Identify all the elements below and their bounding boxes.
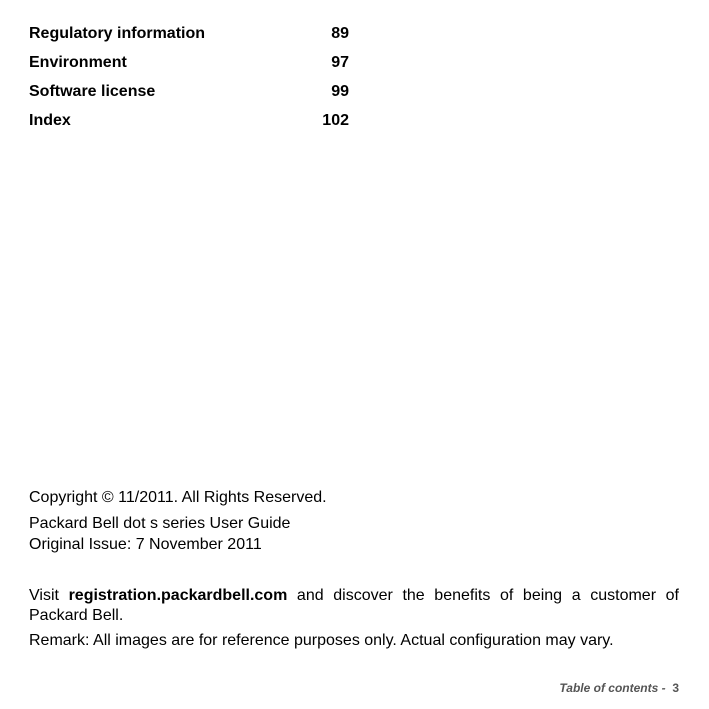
original-issue: Original Issue: 7 November 2011 (29, 536, 262, 553)
toc-page: 102 (322, 112, 349, 129)
visit-prefix: Visit (29, 587, 59, 604)
guide-title: Packard Bell dot s series User Guide (29, 515, 291, 532)
visit-paragraph: Visit registration.packardbell.com and d… (29, 586, 679, 626)
toc-entry-software-license[interactable]: Software license 99 (29, 82, 349, 102)
toc-entry-environment[interactable]: Environment 97 (29, 53, 349, 73)
visit-suffix: and discover the benefits of being a cus… (29, 587, 679, 624)
registration-link[interactable]: registration.packardbell.com (68, 587, 288, 604)
copyright-text: Copyright © 11/2011. All Rights Reserved… (29, 489, 327, 506)
page-footer: Table of contents - 3 (559, 680, 679, 696)
toc-title: Software license (29, 83, 156, 100)
toc-title: Index (29, 112, 71, 129)
toc-page: 97 (331, 54, 349, 71)
toc-title: Regulatory information (29, 25, 206, 42)
footer-section-label: Table of contents - (559, 681, 666, 695)
toc-entry-index[interactable]: Index 102 (29, 111, 349, 131)
toc-page: 99 (331, 83, 349, 100)
page-number: 3 (672, 681, 679, 695)
toc-entry-regulatory-information[interactable]: Regulatory information 89 (29, 24, 349, 44)
remark-text: Remark: All images are for reference pur… (29, 632, 614, 649)
toc-page: 89 (331, 25, 349, 42)
toc-title: Environment (29, 54, 127, 71)
